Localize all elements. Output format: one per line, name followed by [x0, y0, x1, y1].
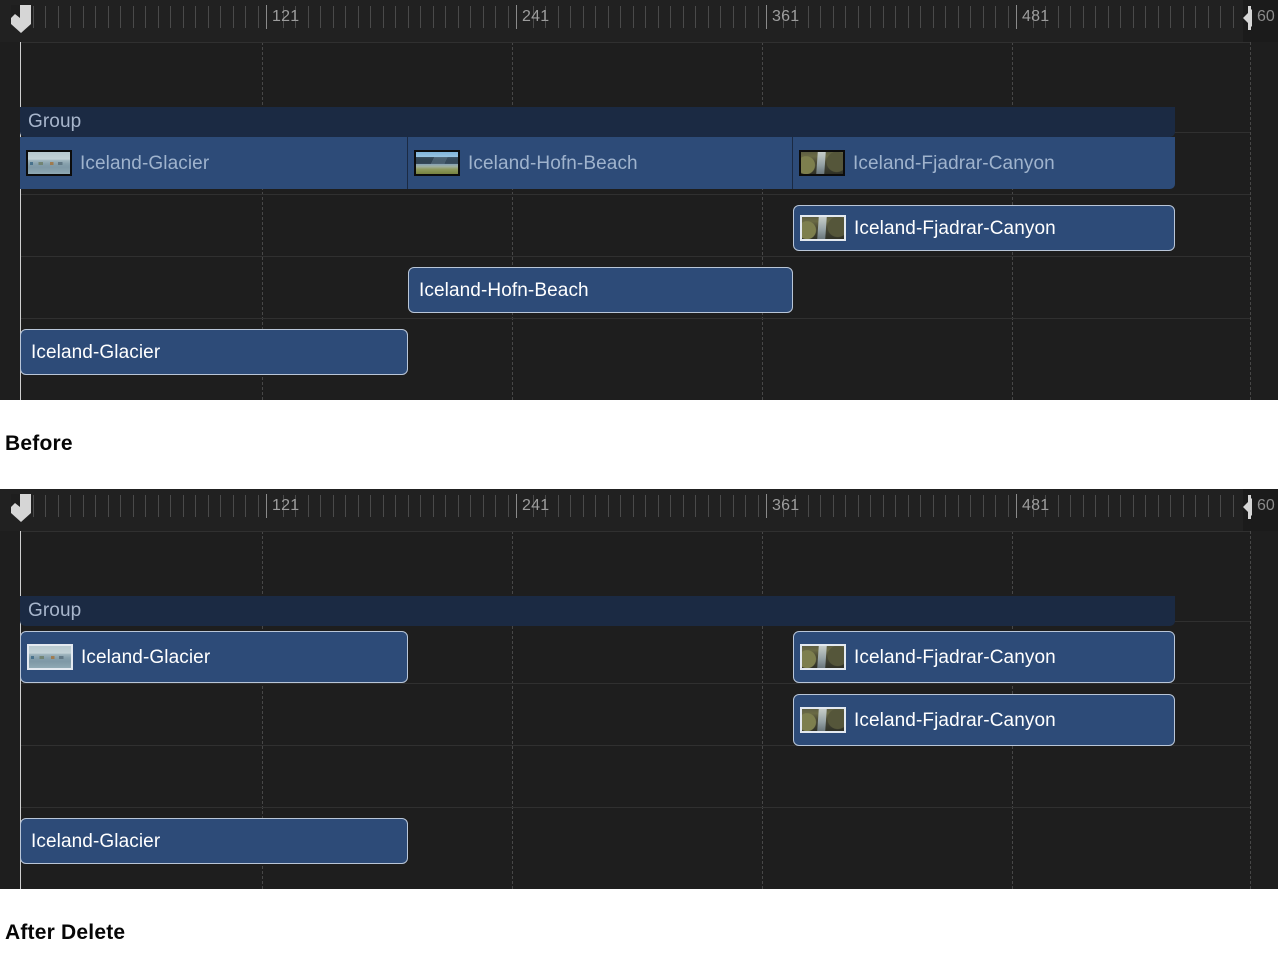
ruler-ticks-after	[0, 489, 1278, 531]
playhead-marker-icon[interactable]	[8, 493, 34, 523]
clip-iceland-glacier[interactable]: Iceland-Glacier	[20, 137, 408, 189]
gridline	[762, 42, 763, 400]
clip-iceland-hofn-beach[interactable]: Iceland-Hofn-Beach	[408, 137, 793, 189]
clip-iceland-hofn-beach-selected[interactable]: Iceland-Hofn-Beach	[408, 267, 793, 313]
ruler-ticks-before	[0, 0, 1278, 42]
playhead-marker-icon[interactable]	[8, 4, 34, 34]
end-of-timeline-icon[interactable]: 60	[1243, 0, 1278, 42]
gridline	[762, 531, 763, 889]
track-area-before[interactable]: Group Iceland-Glacier Iceland-Hofn-Beach…	[0, 42, 1278, 400]
thumbnail-glacier-icon	[27, 644, 73, 670]
timeline-ruler-before[interactable]: 121 241 361 481 60	[0, 0, 1278, 43]
thumbnail-canyon-icon	[799, 150, 845, 176]
ruler-label-241: 241	[522, 8, 550, 25]
clip-label: Iceland-Fjadrar-Canyon	[853, 152, 1055, 174]
group-header-bar[interactable]: Group	[20, 596, 1175, 626]
clip-label: Iceland-Glacier	[31, 341, 161, 363]
clip-iceland-fjadrar-canyon-selected[interactable]: Iceland-Fjadrar-Canyon	[793, 205, 1175, 251]
ruler-label-361: 361	[772, 8, 800, 25]
gridline	[262, 531, 263, 889]
clip-label: Iceland-Hofn-Beach	[468, 152, 638, 174]
playhead-line	[20, 531, 21, 889]
ruler-label-481: 481	[1022, 497, 1050, 514]
thumbnail-glacier-icon	[26, 150, 72, 176]
thumbnail-canyon-icon	[800, 644, 846, 670]
caption-after-delete: After Delete	[5, 921, 126, 944]
timeline-after-delete: 121 241 361 481 60	[0, 489, 1278, 889]
group-header-bar[interactable]: Group	[20, 107, 1175, 137]
ruler-label-121: 121	[272, 8, 300, 25]
clip-label: Iceland-Fjadrar-Canyon	[854, 217, 1056, 239]
ruler-label-241: 241	[522, 497, 550, 514]
gridline	[512, 531, 513, 889]
ruler-label-end: 60	[1257, 497, 1275, 514]
clip-label: Iceland-Fjadrar-Canyon	[854, 646, 1056, 668]
clip-label: Iceland-Glacier	[81, 646, 211, 668]
clip-label: Iceland-Hofn-Beach	[419, 279, 589, 301]
thumbnail-canyon-icon	[800, 707, 846, 733]
ruler-label-end: 60	[1257, 8, 1275, 25]
clip-iceland-glacier-selected[interactable]: Iceland-Glacier	[20, 818, 408, 864]
clip-iceland-fjadrar-canyon[interactable]: Iceland-Fjadrar-Canyon	[793, 137, 1175, 189]
end-of-timeline-icon[interactable]: 60	[1243, 489, 1278, 531]
caption-before: Before	[5, 432, 73, 455]
ruler-label-121: 121	[272, 497, 300, 514]
clip-iceland-fjadrar-canyon-second[interactable]: Iceland-Fjadrar-Canyon	[793, 694, 1175, 746]
gridline	[512, 42, 513, 400]
thumbnail-beach-icon	[414, 150, 460, 176]
group-label: Group	[28, 600, 82, 621]
clip-label: Iceland-Glacier	[80, 152, 210, 174]
gridline	[1250, 42, 1251, 400]
clip-label: Iceland-Fjadrar-Canyon	[854, 709, 1056, 731]
clip-label: Iceland-Glacier	[31, 830, 161, 852]
ruler-label-481: 481	[1022, 8, 1050, 25]
ruler-label-361: 361	[772, 497, 800, 514]
clip-iceland-glacier[interactable]: Iceland-Glacier	[20, 631, 408, 683]
clip-iceland-fjadrar-canyon[interactable]: Iceland-Fjadrar-Canyon	[793, 631, 1175, 683]
timeline-before: 121 241 361 481 60	[0, 0, 1278, 400]
gridline	[262, 42, 263, 400]
thumbnail-canyon-icon	[800, 215, 846, 241]
clip-iceland-glacier-selected[interactable]: Iceland-Glacier	[20, 329, 408, 375]
gridline	[1250, 531, 1251, 889]
timeline-ruler-after[interactable]: 121 241 361 481 60	[0, 489, 1278, 532]
playhead-line	[20, 42, 21, 400]
group-label: Group	[28, 111, 82, 132]
track-area-after[interactable]: Group Iceland-Glacier Iceland-Fjadrar-Ca…	[0, 531, 1278, 889]
